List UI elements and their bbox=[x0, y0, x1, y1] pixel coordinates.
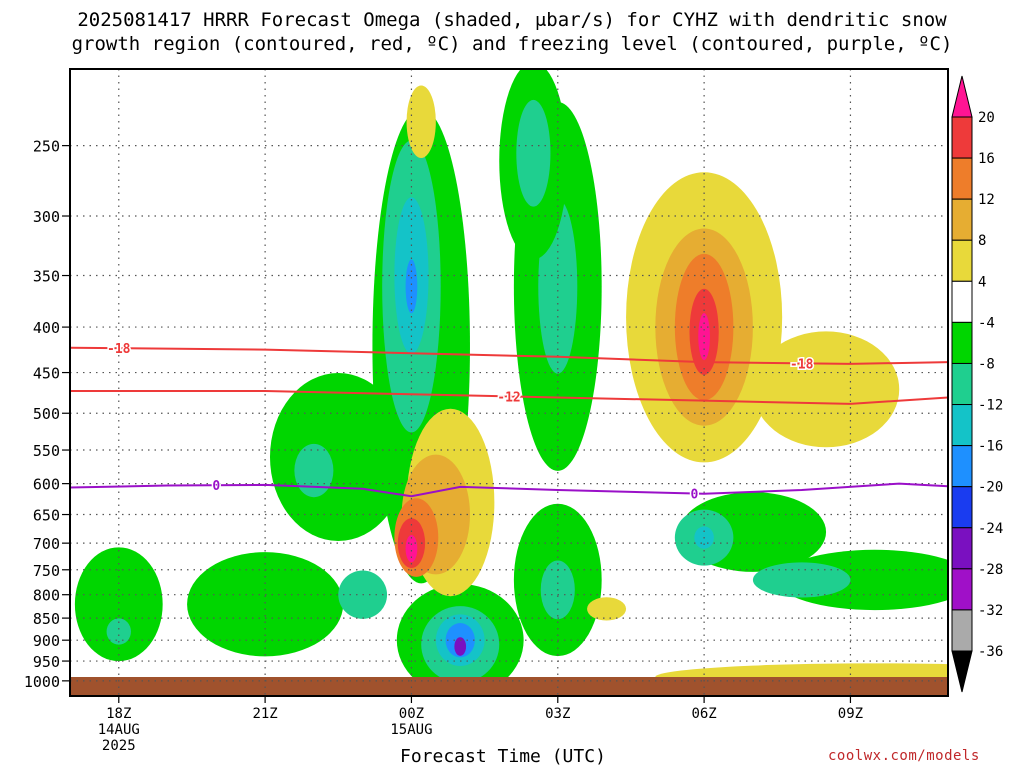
ground-band bbox=[70, 677, 948, 696]
credit-link[interactable]: coolwx.com/models bbox=[828, 748, 980, 764]
y-tick-label-900: 900 bbox=[33, 632, 60, 650]
y-tick-label-850: 850 bbox=[33, 610, 60, 628]
y-tick-label-750: 750 bbox=[33, 562, 60, 580]
omega-negative-region-8 bbox=[74, 547, 163, 662]
y-tick-label-300: 300 bbox=[33, 208, 60, 226]
omega-positive-region-10 bbox=[752, 331, 900, 448]
y-tick-label-800: 800 bbox=[33, 587, 60, 605]
colorbar-box-6 bbox=[951, 321, 973, 364]
y-tick-label-350: 350 bbox=[33, 268, 60, 286]
colorbar-top-arrow bbox=[951, 75, 973, 118]
omega-negative-region-4 bbox=[269, 372, 407, 542]
contour-line-0 bbox=[70, 482, 948, 498]
x-tick-label-6-0: 00Z bbox=[399, 706, 424, 722]
colorbar-label-8: -16 bbox=[978, 439, 1003, 455]
contour-line--18 bbox=[70, 346, 948, 365]
colorbar-box-7 bbox=[951, 362, 973, 406]
chart-title: 2025081417 HRRR Forecast Omega (shaded, … bbox=[0, 8, 1024, 56]
colorbar-label-13: -36 bbox=[978, 644, 1003, 660]
colorbar-label-1: 16 bbox=[978, 151, 995, 167]
colorbar-label-2: 12 bbox=[978, 192, 995, 208]
colorbar-label-7: -12 bbox=[978, 398, 1003, 414]
colorbar-label-11: -28 bbox=[978, 562, 1003, 578]
y-tick-label-550: 550 bbox=[33, 442, 60, 460]
colorbar-box-1 bbox=[951, 116, 973, 159]
omega-negative-region-6 bbox=[187, 552, 344, 657]
colorbar-box-2 bbox=[951, 157, 973, 200]
y-tick-label-950: 950 bbox=[33, 653, 60, 671]
omega-positive-region-9 bbox=[405, 535, 418, 563]
colorbar-box-9 bbox=[951, 445, 973, 488]
colorbar-label-9: -20 bbox=[978, 480, 1003, 496]
y-tick-label-1000: 1000 bbox=[24, 673, 60, 691]
y-tick-label-700: 700 bbox=[33, 535, 60, 553]
colorbar-label-4: 4 bbox=[978, 274, 986, 290]
contour-label--18-1: -18 bbox=[790, 357, 814, 372]
colorbar-label-3: 8 bbox=[978, 233, 986, 249]
omega-negative-region-25 bbox=[752, 562, 851, 598]
x-tick-label-12-0: 06Z bbox=[691, 706, 716, 722]
omega-negative-region-20 bbox=[516, 99, 551, 207]
contour-label--18-0: -18 bbox=[107, 342, 131, 357]
colorbar-box-13 bbox=[951, 609, 973, 652]
contour-label-0-1: 0 bbox=[690, 488, 698, 503]
y-tick-label-250: 250 bbox=[33, 138, 60, 156]
colorbar-box-3 bbox=[951, 198, 973, 241]
omega-negative-region-5 bbox=[294, 443, 334, 498]
y-tick-label-650: 650 bbox=[33, 507, 60, 525]
colorbar-label-10: -24 bbox=[978, 521, 1003, 537]
omega-positive-region-14 bbox=[587, 597, 627, 621]
x-tick-label-0-1: 14AUG bbox=[98, 722, 140, 738]
x-axis-label: Forecast Time (UTC) bbox=[400, 746, 606, 767]
omega-negative-region-14 bbox=[454, 637, 467, 656]
chart-title-line1: 2025081417 HRRR Forecast Omega (shaded, … bbox=[77, 9, 947, 31]
contour-lines: -18 -18 -12 0 0 bbox=[70, 341, 948, 504]
omega-negative-region-9 bbox=[106, 618, 131, 645]
colorbar-bottom-arrow bbox=[951, 650, 973, 693]
grid-lines bbox=[70, 69, 948, 696]
y-tick-label-500: 500 bbox=[33, 405, 60, 423]
colorbar: 20 16 12 8 4 -4 -8 -12 -16 -20 -24 -28 -32 -36 bbox=[951, 75, 1003, 693]
x-tick-label-15-0: 09Z bbox=[838, 706, 863, 722]
colorbar-box-4 bbox=[951, 239, 973, 282]
contour-label-0-0: 0 bbox=[212, 479, 220, 494]
x-tick-label-0-0: 18Z bbox=[106, 706, 131, 722]
colorbar-label-12: -32 bbox=[978, 603, 1003, 619]
x-tick-label-9-0: 03Z bbox=[545, 706, 570, 722]
contour-label--12-0: -12 bbox=[497, 390, 520, 405]
omega-positive-region-11 bbox=[406, 85, 436, 158]
y-tick-label-400: 400 bbox=[33, 319, 60, 337]
colorbar-box-8 bbox=[951, 404, 973, 447]
colorbar-box-11 bbox=[951, 527, 973, 570]
x-tick-label-3-0: 21Z bbox=[252, 706, 277, 722]
chart-title-line2: growth region (contoured, red, ºC) and f… bbox=[71, 33, 953, 55]
contour-line--12 bbox=[70, 389, 948, 405]
colorbar-box-12 bbox=[951, 568, 973, 611]
x-tick-label-0-2: 2025 bbox=[102, 738, 136, 754]
colorbar-box-5 bbox=[951, 280, 973, 323]
colorbar-label-5: -4 bbox=[978, 315, 995, 331]
x-tick-label-6-1: 15AUG bbox=[390, 722, 432, 738]
omega-negative-region-3 bbox=[405, 259, 418, 314]
colorbar-label-0: 20 bbox=[978, 110, 995, 126]
omega-shading bbox=[74, 69, 948, 696]
colorbar-label-6: -8 bbox=[978, 356, 995, 372]
plot-frame bbox=[69, 68, 949, 697]
y-axis: 250 300 350 400 450 500 550 600 650 700 750 800 850 9… bbox=[24, 138, 70, 691]
colorbar-box-10 bbox=[951, 486, 973, 529]
y-tick-label-450: 450 bbox=[33, 365, 60, 383]
y-tick-label-600: 600 bbox=[33, 476, 60, 494]
